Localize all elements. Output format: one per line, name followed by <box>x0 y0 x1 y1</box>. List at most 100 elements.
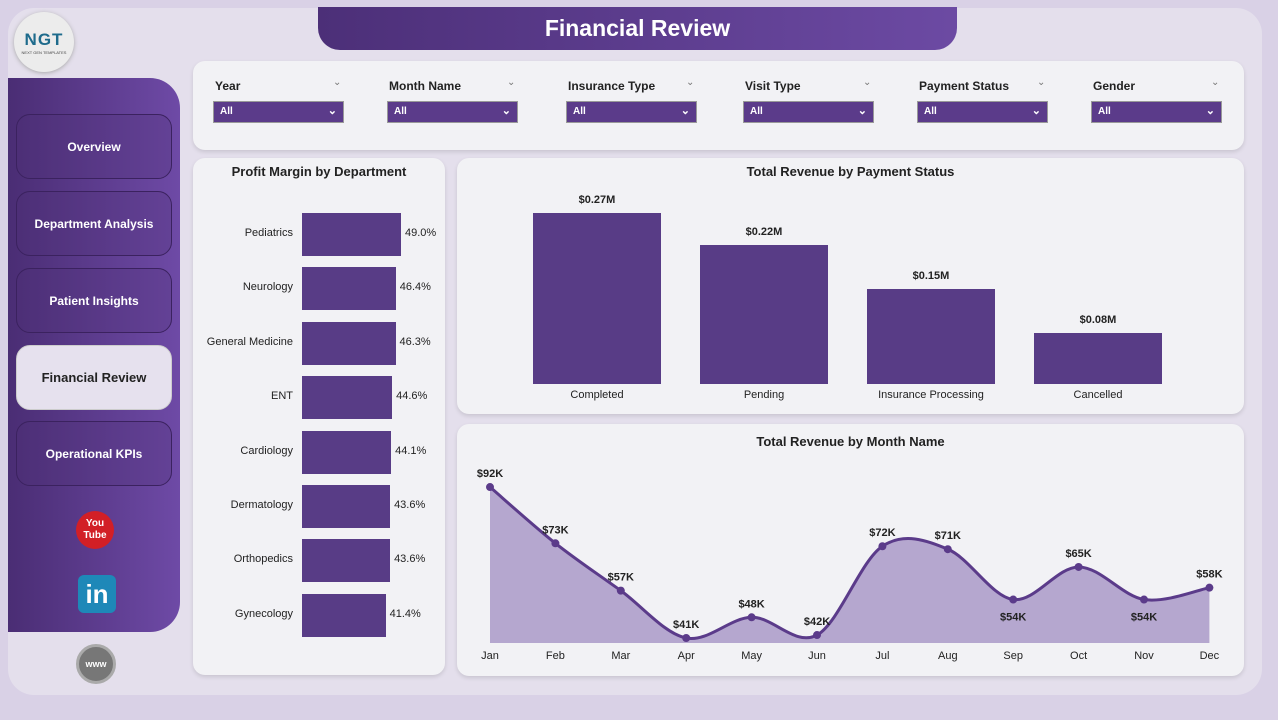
category-label: Dermatology <box>230 499 293 511</box>
x-tick-label: Jan <box>481 650 499 662</box>
data-label: 44.6% <box>396 390 428 403</box>
chart-title: Profit Margin by Department <box>231 164 407 179</box>
data-label: $42K <box>804 616 830 628</box>
data-label: $48K <box>738 598 764 610</box>
data-point[interactable] <box>943 545 952 554</box>
bar[interactable] <box>302 593 386 637</box>
data-label: 49.0% <box>404 227 437 239</box>
filter-value: All <box>750 106 763 117</box>
chevron-down-icon: ⌄ <box>501 105 511 117</box>
profit-margin-panel: Profit Margin by Department Pediatrics 4… <box>193 158 445 675</box>
bar[interactable] <box>302 539 391 583</box>
filter-label: Visit Type <box>745 79 801 93</box>
x-tick-label: Mar <box>611 650 630 662</box>
data-point[interactable] <box>1140 595 1148 604</box>
chart-title: Total Revenue by Payment Status <box>746 164 955 179</box>
filter-dropdown[interactable]: All ⌄ <box>387 101 518 123</box>
chevron-down-icon[interactable]: ⌄ <box>1211 77 1220 88</box>
website-icon[interactable]: www <box>76 644 116 684</box>
nav-operational-kpis[interactable]: Operational KPIs <box>16 421 172 486</box>
x-tick-label: Dec <box>1200 650 1220 662</box>
filter-dropdown[interactable]: All ⌄ <box>213 101 344 123</box>
chevron-down-icon[interactable]: ⌄ <box>333 77 342 88</box>
data-label: $0.22M <box>745 225 783 238</box>
area-fill <box>490 487 1210 643</box>
x-tick-label: Jul <box>875 650 889 662</box>
data-label: $0.15M <box>912 270 950 283</box>
category-label: General Medicine <box>206 335 293 348</box>
x-tick-label: Apr <box>678 650 695 662</box>
data-label: $72K <box>869 527 895 539</box>
data-label: 46.3% <box>399 335 431 348</box>
filter-dropdown[interactable]: All ⌄ <box>1091 101 1222 123</box>
category-label: Insurance Processing <box>878 389 984 401</box>
nav-patient-insights[interactable]: Patient Insights <box>16 268 172 333</box>
data-point[interactable] <box>747 613 756 622</box>
data-point[interactable] <box>682 634 691 642</box>
filter-dropdown[interactable]: All ⌄ <box>743 101 874 123</box>
category-label: Neurology <box>242 281 293 294</box>
bar[interactable] <box>700 244 828 384</box>
chevron-down-icon[interactable]: ⌄ <box>507 77 516 88</box>
category-label: Cancelled <box>1073 389 1123 401</box>
data-label: 43.6% <box>394 553 426 566</box>
data-point[interactable] <box>616 586 625 595</box>
youtube-icon[interactable]: You Tube <box>76 511 114 549</box>
filter-label: Year <box>215 79 241 93</box>
bar[interactable] <box>302 485 391 528</box>
data-label: 46.4% <box>399 281 431 294</box>
category-label: Pediatrics <box>244 227 293 239</box>
category-label: Orthopedics <box>233 553 293 566</box>
data-label: $71K <box>935 530 961 542</box>
filter-label: Payment Status <box>919 79 1010 93</box>
data-point[interactable] <box>486 483 494 492</box>
nav-department-analysis[interactable]: Department Analysis <box>16 191 172 256</box>
bar[interactable] <box>1034 333 1162 384</box>
category-label: ENT <box>271 390 293 403</box>
bar[interactable] <box>302 376 393 420</box>
data-point[interactable] <box>1205 583 1214 592</box>
filter-value: All <box>924 106 937 117</box>
data-label: $0.08M <box>1079 314 1117 327</box>
linkedin-icon[interactable]: in <box>78 575 116 613</box>
revenue-month-panel: Total Revenue by Month Name $92K Jan $73K F… <box>457 424 1244 676</box>
x-tick-label: Nov <box>1134 650 1154 662</box>
data-label: $57K <box>608 572 634 584</box>
data-label: $92K <box>477 468 503 480</box>
filter-dropdown[interactable]: All ⌄ <box>917 101 1048 123</box>
bar[interactable] <box>302 267 396 311</box>
revenue-payment-panel: Total Revenue by Payment Status $0.27M C… <box>457 158 1244 414</box>
nav-financial-review[interactable]: Financial Review <box>16 345 172 410</box>
filter-value: All <box>394 106 407 117</box>
filter-label: Insurance Type <box>568 79 656 93</box>
nav-overview[interactable]: Overview <box>16 114 172 179</box>
chevron-down-icon: ⌄ <box>1031 105 1041 117</box>
chevron-down-icon[interactable]: ⌄ <box>1037 77 1046 88</box>
bar[interactable] <box>302 321 396 365</box>
sidebar: Overview Department Analysis Patient Ins… <box>8 78 180 632</box>
data-point[interactable] <box>813 631 821 640</box>
filter-dropdown[interactable]: All ⌄ <box>566 101 697 123</box>
data-label: $41K <box>673 619 699 631</box>
filter-panel: Year ⌄ All ⌄ Month Name ⌄ All ⌄ Insurance Ty… <box>193 61 1244 150</box>
chevron-down-icon: ⌄ <box>1205 105 1215 117</box>
bar[interactable] <box>533 213 661 384</box>
bar[interactable] <box>867 289 995 384</box>
bar[interactable] <box>302 213 401 256</box>
bar[interactable] <box>302 430 392 474</box>
chevron-down-icon[interactable]: ⌄ <box>863 77 872 88</box>
x-tick-label: Aug <box>938 650 958 662</box>
filter-value: All <box>573 106 586 117</box>
category-label: Pending <box>743 389 785 401</box>
filter-label: Gender <box>1093 79 1136 93</box>
data-point[interactable] <box>1074 562 1083 571</box>
data-point[interactable] <box>878 542 887 551</box>
chevron-down-icon: ⌄ <box>680 105 690 117</box>
chevron-down-icon[interactable]: ⌄ <box>686 77 695 88</box>
category-label: Completed <box>570 389 624 401</box>
data-point[interactable] <box>1009 595 1018 604</box>
filter-value: All <box>1098 106 1111 117</box>
data-label: $54K <box>1000 612 1026 624</box>
data-label: $54K <box>1131 612 1157 624</box>
data-point[interactable] <box>551 539 560 548</box>
